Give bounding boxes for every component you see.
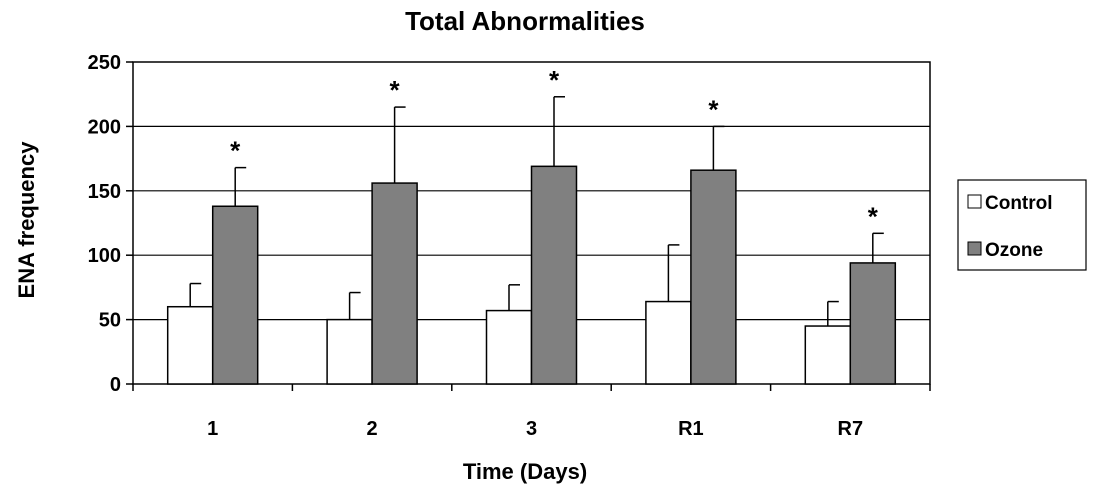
bar-control: [645, 300, 692, 385]
bar-ozone: [530, 165, 578, 385]
y-tick-label: 100: [88, 245, 121, 267]
bar-control: [166, 305, 214, 385]
legend: Control Ozone: [957, 179, 1087, 271]
x-tick-label: R7: [838, 418, 864, 440]
legend-swatch-control: [967, 194, 982, 209]
significance-star: *: [708, 94, 719, 124]
x-axis: 1 2 3 R1 R7: [132, 384, 931, 440]
significance-star: *: [390, 75, 401, 105]
y-tick-label: 200: [88, 116, 121, 138]
legend-label-ozone: Ozone: [985, 240, 1043, 261]
y-tick-label: 50: [99, 310, 121, 332]
bar-ozone: [211, 205, 259, 385]
x-tick-label: 2: [367, 418, 378, 440]
significance-star: *: [868, 201, 879, 231]
x-tick-label: R1: [678, 418, 704, 440]
x-tick-label: 1: [207, 418, 218, 440]
y-axis: 0 50 100 150 200 250: [88, 52, 133, 396]
y-tick-label: 250: [88, 52, 121, 74]
y-tick-label: 0: [110, 374, 121, 396]
legend-swatch-ozone: [967, 241, 982, 256]
significance-star: *: [549, 65, 560, 95]
legend-label-control: Control: [985, 193, 1053, 214]
bar-ozone: [690, 169, 737, 385]
x-axis-label: Time (Days): [463, 459, 587, 484]
x-tick-label: 3: [526, 418, 537, 440]
bar-control: [485, 309, 533, 385]
y-axis-label: ENA frequency: [14, 141, 39, 299]
significance-star: *: [230, 136, 241, 166]
bar-ozone: [371, 182, 418, 385]
bars: * * * * *: [166, 65, 897, 385]
chart-title: Total Abnormalities: [405, 6, 645, 36]
bar-ozone: [849, 262, 897, 385]
bar-control: [804, 325, 852, 385]
bar-control: [326, 318, 373, 385]
y-tick-label: 150: [88, 181, 121, 203]
